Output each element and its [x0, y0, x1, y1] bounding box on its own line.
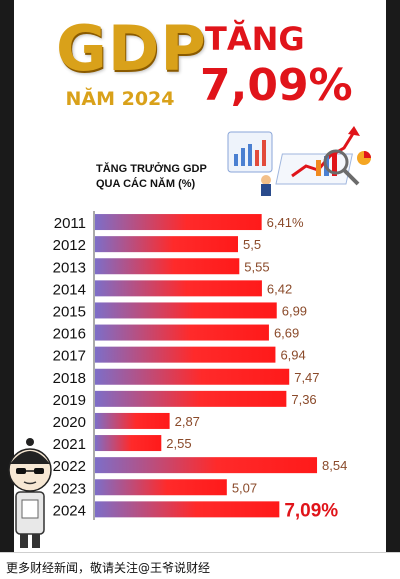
value-label-2012: 5,5 — [243, 237, 261, 252]
left-border-strip — [0, 0, 14, 579]
value-label-2011: 6,41% — [267, 215, 304, 230]
year-tick-label: 2016 — [53, 326, 86, 343]
bar-2016 — [95, 324, 269, 341]
bar-2011 — [95, 214, 262, 231]
value-label-2014: 6,42 — [267, 281, 292, 296]
value-label-2020: 2,87 — [175, 414, 200, 429]
value-label-2022: 8,54 — [322, 458, 347, 473]
bar-2013 — [95, 258, 240, 275]
value-label-2017: 6,94 — [280, 348, 305, 363]
bar-2012 — [95, 236, 238, 253]
chart-subtitle: TĂNG TRƯỞNG GDP QUA CÁC NĂM (%) — [96, 162, 207, 192]
bar-2018 — [95, 368, 290, 385]
year-tick-label: 2017 — [53, 348, 86, 365]
bar-2021 — [95, 435, 162, 452]
bar-2022 — [95, 457, 318, 474]
value-label-2024: 7,09% — [284, 500, 338, 521]
year-tick-label: 2018 — [53, 370, 86, 387]
year-tick-label: 2014 — [53, 281, 86, 298]
bar-series: 2011 6,41% 2012 5,5 2013 5,55 2014 6,42 2015 6,99… — [53, 214, 347, 521]
bar-2015 — [95, 302, 277, 319]
value-label-2015: 6,99 — [282, 303, 307, 318]
value-label-2019: 7,36 — [291, 392, 316, 407]
year-tick-label: 2013 — [53, 259, 86, 276]
year-tick-label: 2020 — [53, 414, 86, 431]
value-label-2018: 7,47 — [294, 370, 319, 385]
year-tick-label: 2015 — [53, 303, 86, 320]
growth-chart-illustration-icon — [227, 126, 371, 196]
year-tick-label: 2012 — [53, 237, 86, 254]
value-label-2013: 5,55 — [244, 259, 269, 274]
bar-2023 — [95, 479, 227, 496]
value-label-2016: 6,69 — [274, 326, 299, 341]
mascot-figure — [8, 438, 52, 548]
bar-2017 — [95, 346, 276, 363]
subtitle-line-2: QUA CÁC NĂM (%) — [96, 178, 196, 190]
bar-2020 — [95, 412, 170, 429]
year-label: NĂM 2024 — [65, 88, 175, 110]
bar-2024 — [95, 501, 280, 518]
bar-2019 — [95, 390, 287, 407]
increase-label: TĂNG — [205, 20, 305, 58]
value-label-2021: 2,55 — [166, 436, 191, 451]
bar-2014 — [95, 280, 262, 297]
footer-banner: 更多财经新闻，敬请关注@王爷说财经 — [0, 552, 400, 579]
gdp-title: GDP — [56, 12, 207, 85]
right-border-strip — [386, 0, 400, 579]
headline-growth-value: 7,09% — [200, 60, 353, 111]
subtitle-line-1: TĂNG TRƯỞNG GDP — [96, 163, 207, 175]
year-tick-label: 2019 — [53, 392, 86, 409]
year-tick-label: 2011 — [54, 215, 86, 232]
value-label-2023: 5,07 — [232, 480, 257, 495]
